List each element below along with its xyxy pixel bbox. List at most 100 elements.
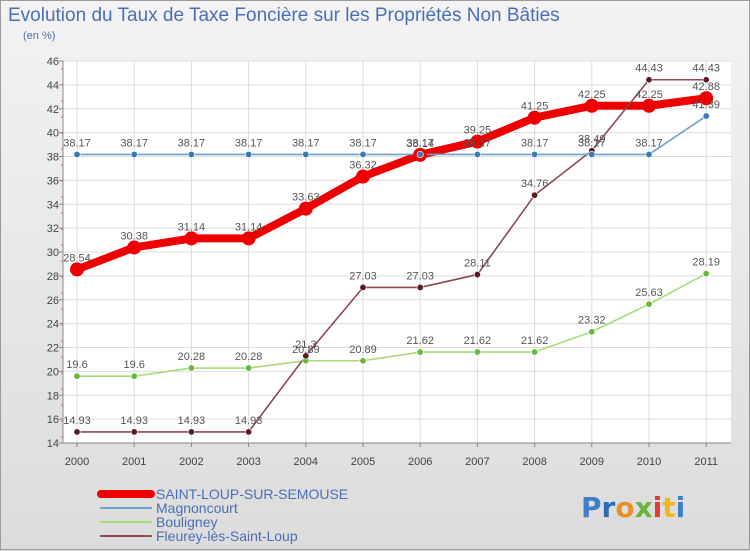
y-tick-label: 16 [47,414,59,426]
data-point [130,150,138,158]
data-point [356,169,370,184]
y-tick-label: 32 [47,223,59,235]
data-label: 33.63 [292,192,320,204]
y-tick-label: 14 [47,438,59,450]
x-tick-label: 2000 [65,456,89,468]
data-label: 38.17 [63,137,91,149]
data-label: 28.11 [464,258,491,270]
x-tick-label: 2010 [637,456,661,468]
data-point [531,191,539,199]
data-point [473,271,481,279]
data-point [531,348,539,356]
data-label: 19.6 [66,359,87,371]
logo-letter: P [581,491,602,524]
data-point [588,150,596,158]
data-label: 38.17 [521,137,549,149]
data-label: 20.89 [292,344,320,356]
y-axis-unit: (en %) [23,30,56,42]
data-label: 20.28 [235,351,263,363]
y-tick-label: 36 [47,175,59,187]
data-point [584,98,599,113]
data-label: 38.17 [464,137,492,149]
data-point [245,428,253,436]
data-point [642,98,656,113]
data-label: 44.43 [635,63,663,75]
data-point [699,91,714,106]
data-point [127,240,142,255]
data-label: 42.25 [635,89,663,101]
data-point [184,231,199,246]
data-point [73,428,81,436]
data-point [302,150,310,158]
logo-letter: r [601,491,616,524]
data-point [130,372,138,380]
data-label: 42.88 [692,81,720,93]
data-point [73,150,81,158]
data-point [302,352,310,360]
series-line-3 [76,78,708,433]
y-tick-label: 20 [47,366,59,378]
data-point [241,231,256,246]
data-point [187,428,195,436]
data-label: 27.03 [349,270,377,282]
data-label: 36.32 [349,160,377,172]
y-tick-label: 40 [47,128,59,140]
data-point [645,300,653,308]
data-point [702,112,710,120]
data-point [245,364,253,372]
y-tick-label: 22 [47,343,59,355]
data-label: 38.17 [292,137,320,149]
data-point [645,150,653,158]
data-label: 14.93 [235,415,263,427]
data-point [473,150,481,158]
logo-letter: i [652,491,663,524]
y-tick-label: 34 [47,199,59,211]
data-point [416,283,424,291]
data-label: 39.25 [464,125,492,137]
proxiti-logo: Proxiti [581,491,685,524]
data-label: 38.17 [235,137,263,149]
y-tick-label: 24 [47,319,59,331]
data-label: 25.63 [635,287,663,299]
data-point [588,328,596,336]
series-line-2 [76,272,708,377]
y-tick-label: 44 [47,80,59,92]
data-label: 38.17 [349,137,377,149]
data-point [473,348,481,356]
data-label: 14.93 [63,415,91,427]
data-label: 28.19 [692,257,720,269]
data-label: 14.93 [120,415,148,427]
data-label: 41.25 [521,101,549,113]
series-line-0 [73,94,711,274]
legend-label: Magnoncourt [156,500,238,516]
y-tick-label: 38 [47,152,59,164]
legend-label: Bouligney [156,514,218,530]
data-label: 20.89 [349,344,377,356]
data-label: 41.39 [692,99,720,111]
logo-letter: t [662,491,676,524]
legend-label: SAINT-LOUP-SUR-SEMOUSE [156,486,348,502]
x-tick-label: 2005 [351,456,375,468]
y-tick-label: 46 [47,56,59,68]
data-label: 38.14 [406,138,434,150]
y-tick-label: 28 [47,271,59,283]
data-label: 30.38 [120,230,148,242]
data-point [70,262,84,277]
data-point [130,428,138,436]
data-label: 44.43 [692,63,720,75]
legend-label: Fleurey-lès-Saint-Loup [156,528,298,544]
data-point [531,150,539,158]
data-label: 19.6 [123,359,144,371]
series-line-1 [76,115,708,156]
data-label: 38.49 [578,134,606,146]
data-point [73,372,81,380]
data-label: 31.14 [178,221,206,233]
data-point [298,201,313,216]
data-label: 38.17 [406,137,434,149]
data-label: 23.32 [578,315,606,327]
data-label: 21.62 [521,335,549,347]
logo-letter: i [675,491,686,524]
data-point [416,150,424,158]
x-tick-label: 2011 [694,456,718,468]
